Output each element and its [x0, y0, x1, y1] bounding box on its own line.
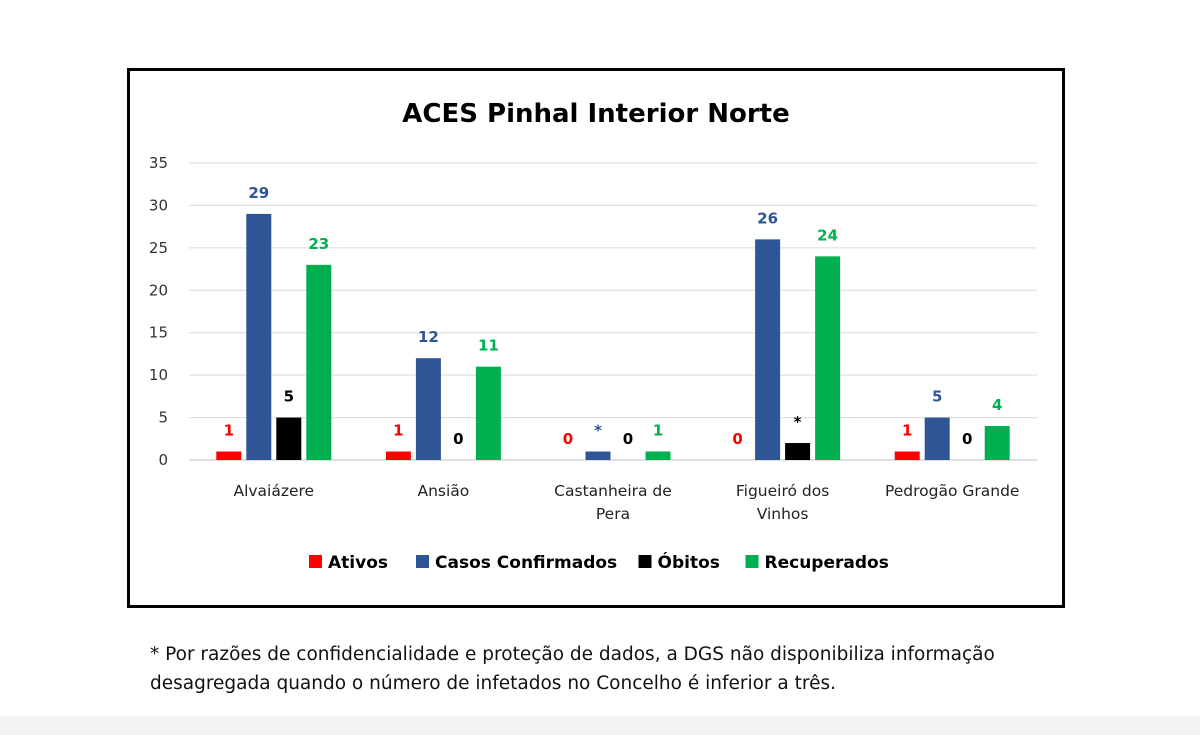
bar-recuperados: [475, 366, 501, 460]
data-label: 29: [248, 184, 269, 202]
y-tick-label: 15: [149, 324, 168, 342]
bar-recuperados: [306, 264, 332, 460]
data-label: 4: [992, 396, 1002, 414]
data-label: 5: [284, 388, 294, 406]
y-tick-label: 30: [149, 196, 168, 214]
footnote: * Por razões de confidencialidade e prot…: [150, 640, 1080, 698]
data-label: 1: [224, 422, 234, 440]
bar-casos-confirmados: [755, 239, 781, 460]
bar--bitos: [276, 417, 302, 460]
data-label: 0: [453, 430, 463, 448]
x-tick-label: Pera: [596, 505, 630, 523]
y-tick-label: 5: [158, 409, 168, 427]
x-tick-label: Figueiró dos: [736, 482, 829, 500]
legend-label: Ativos: [328, 553, 388, 573]
legend-label: Casos Confirmados: [435, 553, 617, 573]
data-label: 1: [393, 422, 403, 440]
data-label: *: [794, 413, 802, 431]
x-tick-label: Ansião: [418, 482, 470, 500]
page-bottom-strip: [0, 716, 1200, 735]
y-tick-label: 0: [158, 451, 168, 469]
data-label: 1: [902, 422, 912, 440]
bar-chart: ACES Pinhal Interior Norte05101520253035…: [149, 99, 1037, 573]
data-label: 11: [478, 337, 499, 355]
bar-casos-confirmados: [246, 213, 272, 460]
bar-recuperados: [815, 256, 841, 460]
data-label: 1: [653, 422, 663, 440]
y-tick-label: 10: [149, 366, 168, 384]
bar-recuperados: [984, 426, 1010, 460]
data-label: 26: [757, 209, 778, 227]
chart-frame: ACES Pinhal Interior Norte 0 5 10 15 20 25 30 35…: [127, 68, 1065, 608]
x-tick-label: Castanheira de: [554, 482, 672, 500]
bar-recuperados: [645, 451, 671, 460]
legend-swatch: [745, 555, 759, 568]
y-tick-label: 25: [149, 239, 168, 257]
data-label: 5: [932, 388, 942, 406]
footnote-line: * Por razões de confidencialidade e prot…: [150, 644, 995, 665]
bar-ativos: [894, 451, 920, 460]
data-label: 24: [817, 226, 838, 244]
bar-ativos: [216, 451, 242, 460]
data-label: 0: [962, 430, 972, 448]
data-label: 0: [563, 430, 573, 448]
chart-title: ACES Pinhal Interior Norte: [402, 99, 789, 129]
data-label: 23: [308, 235, 329, 253]
bar-ativos: [385, 451, 411, 460]
data-label: 0: [732, 430, 742, 448]
bar-casos-confirmados: [924, 417, 950, 460]
legend-label: Recuperados: [765, 553, 889, 573]
legend-swatch: [416, 555, 429, 568]
y-tick-label: 35: [149, 154, 168, 172]
bar-casos-confirmados: [585, 451, 611, 460]
x-tick-label: Vinhos: [757, 505, 809, 523]
data-label: 12: [418, 328, 439, 346]
bar-casos-confirmados: [415, 358, 441, 460]
legend-swatch: [638, 555, 652, 568]
x-tick-label: Pedrogão Grande: [885, 482, 1020, 500]
data-label: *: [594, 422, 602, 440]
legend-label: Óbitos: [658, 551, 720, 573]
bar--bitos: [785, 443, 811, 460]
legend-swatch: [309, 555, 322, 568]
x-tick-label: Alvaiázere: [233, 482, 314, 500]
footnote-line: desagregada quando o número de infetados…: [150, 673, 836, 694]
data-label: 0: [623, 430, 633, 448]
y-tick-label: 20: [149, 281, 168, 299]
